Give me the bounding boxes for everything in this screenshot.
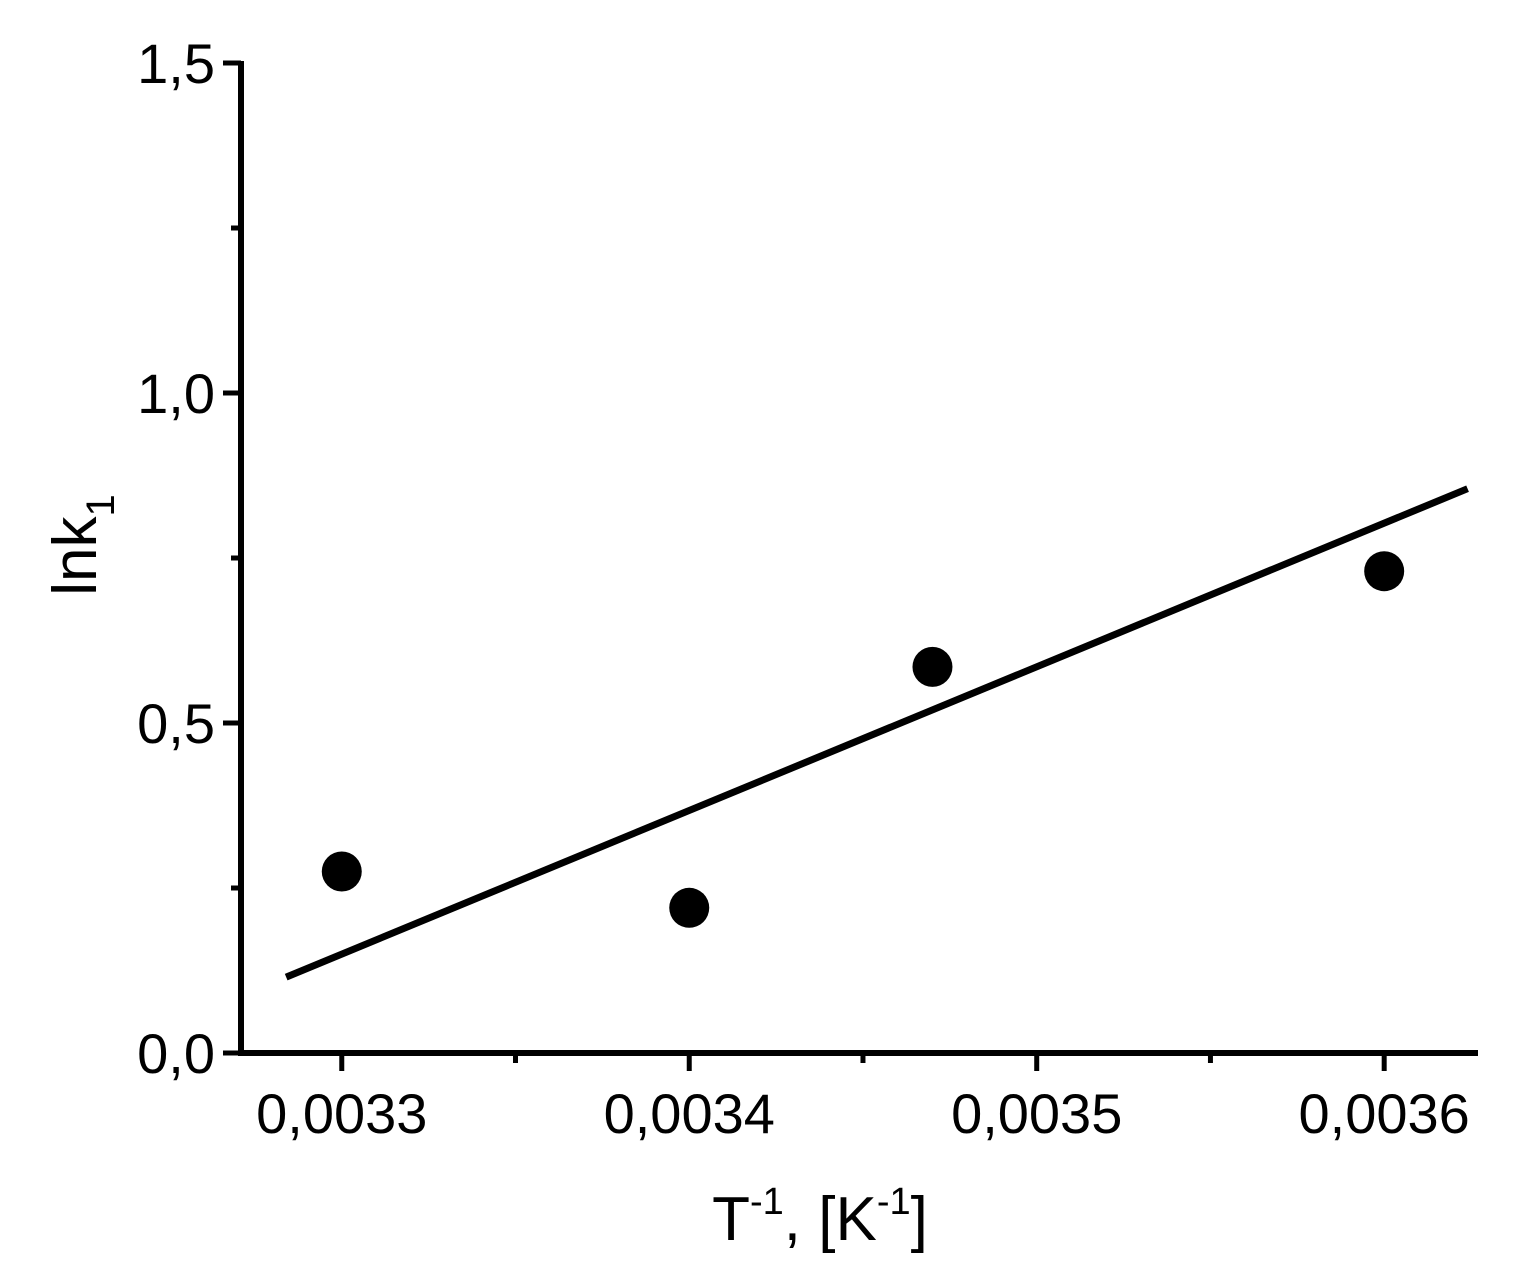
data-point — [912, 646, 953, 687]
plot-marks — [284, 485, 1469, 981]
y-tick-label: 1,5 — [137, 32, 215, 95]
y-tick-label: 0,5 — [137, 692, 215, 755]
fit-line — [284, 485, 1469, 981]
y-tick-label: 1,0 — [137, 362, 215, 425]
data-point — [669, 887, 710, 928]
x-tick-label: 0,0036 — [1299, 1082, 1470, 1145]
x-tick-label: 0,0034 — [604, 1082, 775, 1145]
x-axis-title: T-1, [K-1] — [712, 1181, 928, 1254]
x-tick-label: 0,0035 — [951, 1082, 1122, 1145]
axis-labels: T-1, [K-1] lnk1 — [41, 494, 928, 1254]
data-point — [321, 851, 362, 892]
x-tick-label: 0,0033 — [256, 1082, 427, 1145]
y-tick-label: 0,0 — [137, 1022, 215, 1085]
y-axis-title: lnk1 — [41, 494, 123, 596]
axes: 0,0 0,5 1,0 1,5 0,0033 0,0034 0,0035 0,0036 — [137, 32, 1478, 1145]
data-point — [1364, 551, 1405, 592]
